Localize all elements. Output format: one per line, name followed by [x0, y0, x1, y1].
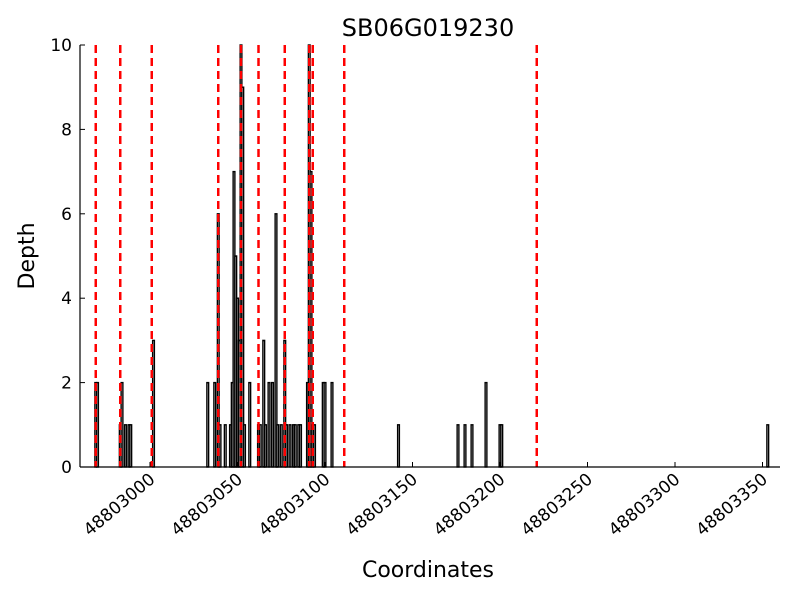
depth-bar: [284, 424, 289, 468]
depth-bar: [323, 381, 327, 468]
x-tick-label: 48803050: [168, 470, 247, 541]
depth-bar: [248, 381, 252, 468]
depth-bar: [258, 424, 262, 468]
depth-bar: [263, 424, 268, 468]
depth-bar: [270, 381, 275, 468]
y-axis-label: Depth: [15, 222, 40, 289]
x-tick-label: 48803100: [255, 470, 334, 541]
y-tick-label: 4: [61, 289, 72, 309]
depth-bar: [218, 424, 222, 468]
depth-bar: [242, 424, 247, 468]
x-axis-label: Coordinates: [362, 558, 494, 583]
y-tick-label: 6: [61, 205, 72, 225]
depth-bar: [293, 424, 297, 468]
depth-bar: [279, 424, 283, 468]
y-tick-label: 2: [61, 374, 72, 394]
x-tick-label: 48803150: [343, 470, 422, 541]
depth-bar: [288, 424, 292, 468]
x-tick-label: 48803300: [605, 470, 684, 541]
bars-layer: [94, 44, 770, 468]
depth-bar: [766, 424, 770, 468]
depth-bar: [456, 424, 460, 468]
depth-bar: [213, 381, 217, 468]
y-tick-label: 10: [50, 36, 72, 56]
depth-bar: [267, 381, 271, 468]
x-tick-label: 48803250: [518, 470, 597, 541]
x-tick-label: 48803350: [693, 470, 772, 541]
depth-bar: [129, 424, 133, 468]
depth-bar: [206, 381, 210, 468]
y-tick-label: 8: [61, 120, 72, 140]
depth-bar: [463, 424, 467, 468]
depth-bar: [500, 424, 504, 468]
depth-bar: [396, 424, 401, 468]
y-tick-label: 0: [61, 458, 72, 478]
depth-bar: [312, 424, 317, 468]
depth-bar: [470, 424, 474, 468]
depth-bar: [276, 424, 280, 468]
depth-bar: [223, 424, 227, 468]
depth-bar: [298, 424, 303, 468]
chart-title: SB06G019230: [342, 14, 514, 42]
x-tick-label: 48803200: [430, 470, 509, 541]
depth-bar: [330, 381, 334, 468]
depth-bar: [484, 381, 488, 468]
depth-bar: [123, 424, 128, 468]
dashed-markers-layer: [94, 45, 538, 467]
x-tick-label: 48803000: [80, 470, 159, 541]
